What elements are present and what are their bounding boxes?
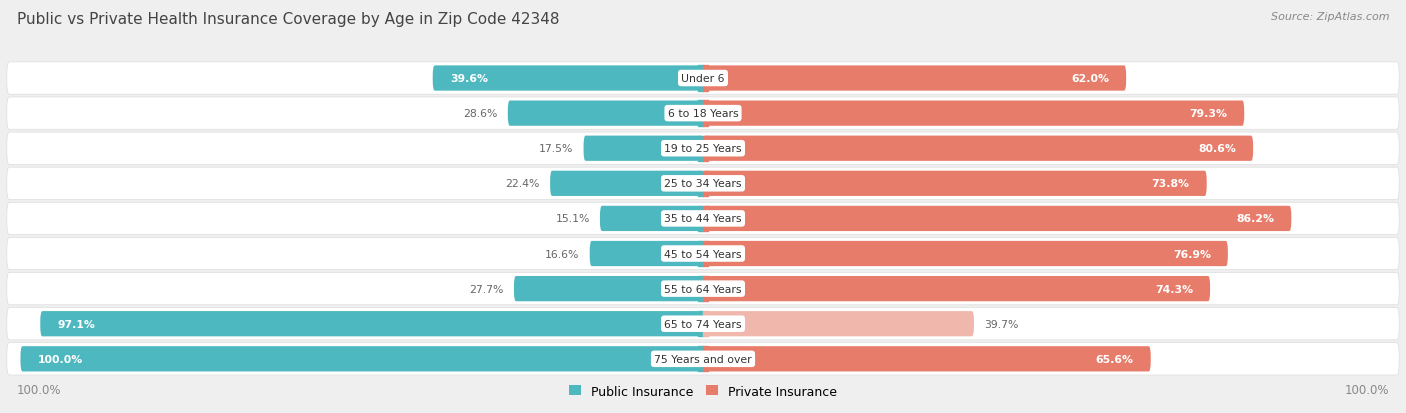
Text: 39.6%: 39.6% (450, 74, 488, 84)
Text: 39.7%: 39.7% (984, 319, 1018, 329)
Text: 35 to 44 Years: 35 to 44 Years (664, 214, 742, 224)
Text: 65 to 74 Years: 65 to 74 Years (664, 319, 742, 329)
FancyBboxPatch shape (703, 171, 1206, 197)
Text: 100.0%: 100.0% (1344, 384, 1389, 396)
FancyBboxPatch shape (433, 66, 703, 91)
Text: Under 6: Under 6 (682, 74, 724, 84)
Text: 100.0%: 100.0% (38, 354, 83, 364)
FancyBboxPatch shape (600, 206, 703, 232)
FancyBboxPatch shape (7, 203, 1399, 235)
FancyBboxPatch shape (703, 66, 1126, 91)
Text: 65.6%: 65.6% (1095, 354, 1133, 364)
FancyBboxPatch shape (703, 276, 1211, 301)
Text: 16.6%: 16.6% (546, 249, 579, 259)
FancyBboxPatch shape (7, 343, 1399, 375)
FancyBboxPatch shape (515, 276, 703, 301)
Text: 86.2%: 86.2% (1236, 214, 1274, 224)
FancyBboxPatch shape (41, 311, 703, 337)
FancyBboxPatch shape (7, 238, 1399, 270)
Text: 27.7%: 27.7% (470, 284, 503, 294)
FancyBboxPatch shape (703, 206, 1291, 232)
FancyBboxPatch shape (703, 241, 1227, 266)
FancyBboxPatch shape (703, 311, 974, 337)
Text: 79.3%: 79.3% (1189, 109, 1227, 119)
Text: 25 to 34 Years: 25 to 34 Years (664, 179, 742, 189)
FancyBboxPatch shape (589, 241, 703, 266)
Text: 62.0%: 62.0% (1071, 74, 1109, 84)
Text: 75 Years and over: 75 Years and over (654, 354, 752, 364)
FancyBboxPatch shape (21, 347, 703, 372)
FancyBboxPatch shape (703, 101, 1244, 126)
Text: 6 to 18 Years: 6 to 18 Years (668, 109, 738, 119)
Text: Source: ZipAtlas.com: Source: ZipAtlas.com (1271, 12, 1389, 22)
Text: 22.4%: 22.4% (506, 179, 540, 189)
FancyBboxPatch shape (7, 308, 1399, 340)
Text: 80.6%: 80.6% (1198, 144, 1236, 154)
Legend: Public Insurance, Private Insurance: Public Insurance, Private Insurance (564, 380, 842, 403)
Text: 19 to 25 Years: 19 to 25 Years (664, 144, 742, 154)
Text: 15.1%: 15.1% (555, 214, 589, 224)
Text: 73.8%: 73.8% (1152, 179, 1189, 189)
FancyBboxPatch shape (7, 98, 1399, 130)
Text: 97.1%: 97.1% (58, 319, 96, 329)
FancyBboxPatch shape (508, 101, 703, 126)
Text: 55 to 64 Years: 55 to 64 Years (664, 284, 742, 294)
FancyBboxPatch shape (7, 63, 1399, 95)
FancyBboxPatch shape (550, 171, 703, 197)
FancyBboxPatch shape (703, 136, 1253, 161)
Text: Public vs Private Health Insurance Coverage by Age in Zip Code 42348: Public vs Private Health Insurance Cover… (17, 12, 560, 27)
Text: 45 to 54 Years: 45 to 54 Years (664, 249, 742, 259)
Text: 28.6%: 28.6% (463, 109, 498, 119)
FancyBboxPatch shape (703, 347, 1150, 372)
FancyBboxPatch shape (7, 168, 1399, 200)
FancyBboxPatch shape (7, 133, 1399, 165)
Text: 74.3%: 74.3% (1154, 284, 1194, 294)
Text: 100.0%: 100.0% (17, 384, 62, 396)
Text: 17.5%: 17.5% (538, 144, 574, 154)
FancyBboxPatch shape (7, 273, 1399, 305)
FancyBboxPatch shape (583, 136, 703, 161)
Text: 76.9%: 76.9% (1173, 249, 1211, 259)
